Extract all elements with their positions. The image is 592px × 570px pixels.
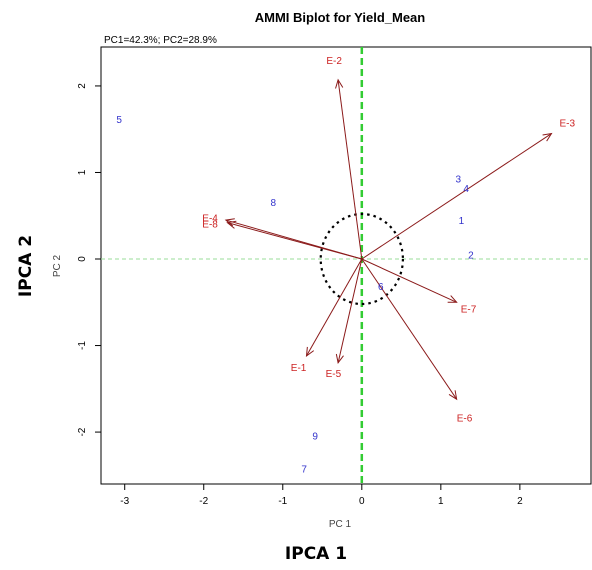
plot-frame bbox=[100, 46, 592, 485]
environment-label: E-4 bbox=[202, 213, 218, 224]
environment-label: E-7 bbox=[461, 304, 477, 315]
x-tick-label: -3 bbox=[120, 496, 129, 507]
genotype-label: 9 bbox=[312, 432, 318, 443]
environment-arrow-head bbox=[542, 132, 553, 142]
outer-x-axis-title: IPCA 1 bbox=[284, 544, 348, 564]
y-tick-label: 2 bbox=[77, 83, 88, 89]
environment-arrow-head bbox=[335, 353, 344, 365]
outer-y-axis-title: IPCA 2 bbox=[16, 234, 36, 298]
genotype-points: 5 8 34 1 2 6 9 7 bbox=[116, 115, 474, 476]
origin-dotted-circle bbox=[319, 212, 405, 306]
environment-arrow-head bbox=[447, 295, 458, 303]
environment-arrow-shaft bbox=[306, 258, 363, 357]
environment-arrow-shaft bbox=[337, 258, 363, 363]
environment-arrow-head bbox=[226, 220, 237, 229]
genotype-label: 4 bbox=[463, 184, 469, 195]
environment-arrow-head bbox=[448, 390, 458, 401]
genotype-label: 6 bbox=[378, 282, 384, 293]
y-axis: -2 -1 0 1 2 bbox=[77, 83, 101, 437]
x-axis: -3 -2 -1 0 1 2 bbox=[120, 484, 523, 507]
environment-arrow-shaft bbox=[361, 133, 552, 260]
y-tick-label: 1 bbox=[77, 169, 88, 175]
reference-lines bbox=[101, 47, 591, 484]
environment-vectors: E-2 E-3 E-4E-8 E-7 E-1 E-5 E-6 bbox=[202, 56, 575, 424]
environment-arrow-shaft bbox=[337, 79, 363, 260]
environment-label: E-1 bbox=[291, 363, 307, 374]
environment-label: E-2 bbox=[326, 56, 342, 67]
x-tick-label: 1 bbox=[438, 496, 444, 507]
y-axis-label: PC 2 bbox=[52, 254, 63, 277]
environment-arrow-head bbox=[335, 78, 344, 89]
chart-subtitle: PC1=42.3%; PC2=28.9% bbox=[104, 35, 217, 46]
genotype-label: 2 bbox=[468, 251, 474, 262]
environment-label: E-6 bbox=[457, 413, 473, 424]
y-tick-label: 0 bbox=[77, 256, 88, 262]
x-tick-label: -2 bbox=[199, 496, 208, 507]
x-tick-label: -1 bbox=[278, 496, 287, 507]
genotype-label: 5 bbox=[116, 115, 122, 126]
origin-circle bbox=[319, 212, 405, 306]
x-tick-label: 0 bbox=[359, 496, 365, 507]
environment-label: E-5 bbox=[326, 369, 342, 380]
genotype-label: 8 bbox=[271, 198, 277, 209]
y-tick-label: -2 bbox=[77, 427, 88, 436]
genotype-label: 3 bbox=[455, 175, 461, 186]
y-tick-label: -1 bbox=[77, 341, 88, 350]
environment-label: E-8 bbox=[202, 220, 218, 231]
genotype-label: 7 bbox=[301, 464, 307, 475]
x-axis-label: PC 1 bbox=[329, 519, 352, 530]
chart-title: AMMI Biplot for Yield_Mean bbox=[255, 10, 426, 25]
environment-arrow-head bbox=[305, 346, 315, 357]
environment-label: E-3 bbox=[560, 118, 576, 129]
environment-arrow-shaft bbox=[227, 222, 362, 260]
environment-arrow-shaft bbox=[361, 258, 457, 303]
genotype-label: 1 bbox=[459, 216, 465, 227]
x-tick-label: 2 bbox=[517, 496, 523, 507]
environment-arrow-shaft bbox=[361, 258, 458, 400]
